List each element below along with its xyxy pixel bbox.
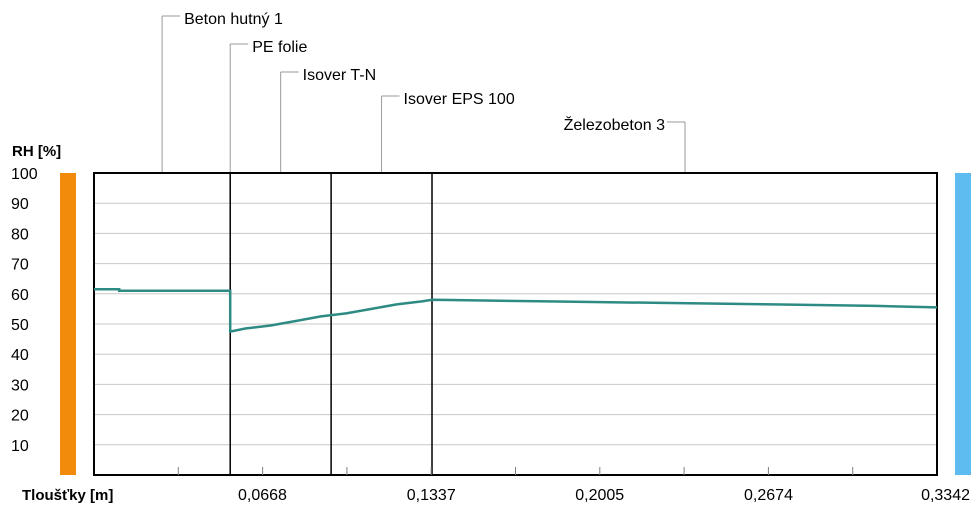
- x-tick-label: 0,0668: [238, 487, 287, 504]
- x-tick-label: 0,2005: [575, 487, 624, 504]
- layer-label-4: Železobeton 3: [564, 115, 686, 173]
- layer-name: PE folie: [252, 39, 307, 56]
- y-tick-label: 40: [11, 347, 29, 364]
- y-tick-label: 30: [11, 377, 29, 394]
- layer-name: Isover EPS 100: [404, 91, 515, 108]
- exterior-bar: [955, 173, 971, 475]
- x-tick-label: 0,1337: [407, 487, 456, 504]
- y-axis-label: RH [%]: [12, 143, 61, 160]
- layer-label-0: Beton hutný 1: [161, 11, 283, 173]
- y-tick-label: 50: [11, 317, 29, 334]
- y-tick-label: 10: [11, 438, 29, 455]
- x-minor-ticks: [177, 467, 854, 475]
- layer-label-1: PE folie: [229, 39, 307, 173]
- y-tick-label: 70: [11, 257, 29, 274]
- layer-label-3: Isover EPS 100: [381, 91, 515, 173]
- x-tick-label: 0,3342: [921, 487, 970, 504]
- x-tick-label: 0,2674: [744, 487, 793, 504]
- y-tick-label: 20: [11, 408, 29, 425]
- rh-series-line: [94, 288, 938, 334]
- y-tick-label: 90: [11, 196, 29, 213]
- y-tick-label: 60: [11, 287, 29, 304]
- y-tick-label: 80: [11, 226, 29, 243]
- layer-label-2: Isover T-N: [280, 67, 377, 173]
- grid-lines: [94, 172, 937, 446]
- x-tick-labels: 0,0668 0,1337 0,2005 0,2674 0,3342: [238, 487, 970, 504]
- y-tick-label: 100: [11, 166, 38, 183]
- interior-bar: [60, 173, 76, 475]
- layer-name: Beton hutný 1: [184, 11, 283, 28]
- layer-labels: Beton hutný 1 PE folie Isover T-N Isover EP…: [161, 11, 686, 173]
- layer-name: Železobeton 3: [564, 115, 666, 134]
- x-axis-label: Tloušťky [m]: [22, 487, 113, 504]
- layer-name: Isover T-N: [303, 67, 377, 84]
- y-tick-labels: 100 90 80 70 60 50 40 30 20 10: [11, 166, 38, 455]
